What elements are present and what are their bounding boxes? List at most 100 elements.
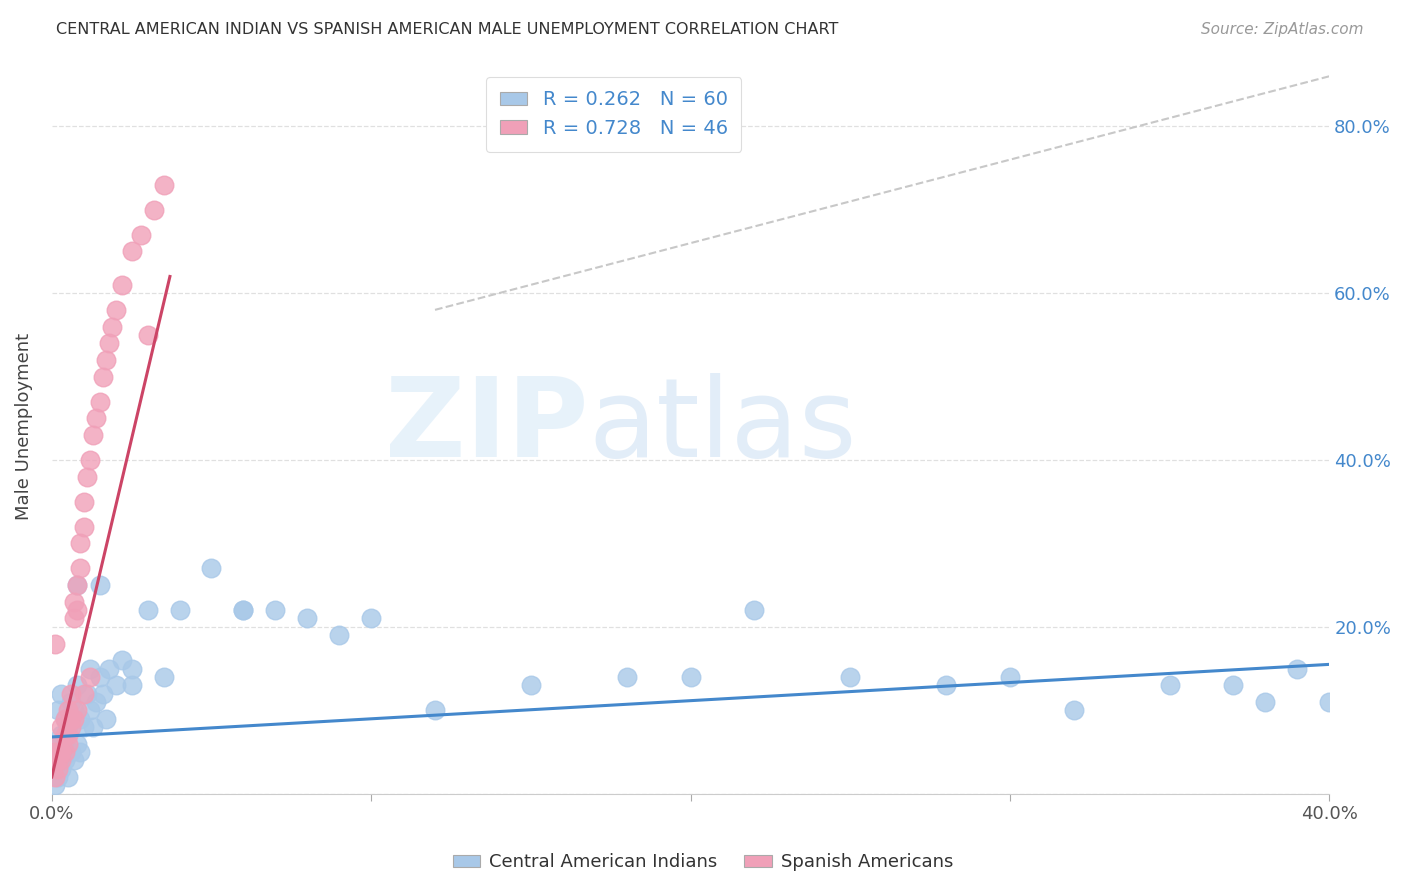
Point — [56, 728, 79, 742]
Point — [423, 703, 446, 717]
Text: CENTRAL AMERICAN INDIAN VS SPANISH AMERICAN MALE UNEMPLOYMENT CORRELATION CHART: CENTRAL AMERICAN INDIAN VS SPANISH AMERI… — [56, 22, 838, 37]
Point — [91, 687, 114, 701]
Point — [89, 670, 111, 684]
Point — [98, 661, 121, 675]
Point — [82, 428, 104, 442]
Text: Source: ZipAtlas.com: Source: ZipAtlas.com — [1201, 22, 1364, 37]
Point — [63, 703, 86, 717]
Point — [63, 611, 86, 625]
Point — [79, 703, 101, 717]
Point — [104, 678, 127, 692]
Point — [66, 703, 89, 717]
Point — [94, 712, 117, 726]
Point — [56, 720, 79, 734]
Point — [101, 319, 124, 334]
Point — [79, 661, 101, 675]
Point — [129, 227, 152, 242]
Point — [76, 469, 98, 483]
Point — [1063, 703, 1085, 717]
Point — [136, 327, 159, 342]
Point — [136, 603, 159, 617]
Point — [1317, 695, 1340, 709]
Text: ZIP: ZIP — [385, 373, 588, 480]
Point — [51, 753, 73, 767]
Point — [56, 737, 79, 751]
Point — [1254, 695, 1277, 709]
Point — [63, 753, 86, 767]
Point — [46, 703, 69, 717]
Point — [98, 336, 121, 351]
Point — [1286, 661, 1309, 675]
Point — [328, 628, 350, 642]
Point — [66, 603, 89, 617]
Point — [44, 745, 66, 759]
Point — [46, 770, 69, 784]
Point — [44, 778, 66, 792]
Point — [73, 720, 96, 734]
Point — [59, 687, 82, 701]
Point — [44, 770, 66, 784]
Point — [69, 712, 91, 726]
Point — [66, 578, 89, 592]
Point — [53, 712, 76, 726]
Point — [44, 636, 66, 650]
Point — [616, 670, 638, 684]
Point — [53, 712, 76, 726]
Point — [66, 578, 89, 592]
Point — [111, 653, 134, 667]
Point — [297, 611, 319, 625]
Point — [51, 720, 73, 734]
Y-axis label: Male Unemployment: Male Unemployment — [15, 333, 32, 520]
Legend: R = 0.262   N = 60, R = 0.728   N = 46: R = 0.262 N = 60, R = 0.728 N = 46 — [486, 77, 741, 152]
Point — [59, 745, 82, 759]
Point — [59, 712, 82, 726]
Point — [73, 687, 96, 701]
Point — [46, 737, 69, 751]
Point — [79, 453, 101, 467]
Point — [69, 561, 91, 575]
Point — [73, 520, 96, 534]
Point — [46, 762, 69, 776]
Point — [142, 202, 165, 217]
Point — [56, 770, 79, 784]
Point — [46, 737, 69, 751]
Legend: Central American Indians, Spanish Americans: Central American Indians, Spanish Americ… — [446, 847, 960, 879]
Point — [935, 678, 957, 692]
Point — [51, 687, 73, 701]
Point — [89, 578, 111, 592]
Point — [111, 277, 134, 292]
Point — [66, 737, 89, 751]
Point — [121, 244, 143, 259]
Point — [744, 603, 766, 617]
Point — [46, 753, 69, 767]
Point — [169, 603, 191, 617]
Point — [1222, 678, 1244, 692]
Point — [53, 728, 76, 742]
Point — [69, 745, 91, 759]
Point — [152, 178, 174, 192]
Point — [200, 561, 222, 575]
Point — [66, 678, 89, 692]
Point — [91, 369, 114, 384]
Point — [104, 302, 127, 317]
Point — [152, 670, 174, 684]
Point — [86, 411, 108, 425]
Point — [232, 603, 254, 617]
Point — [69, 536, 91, 550]
Point — [51, 762, 73, 776]
Point — [839, 670, 862, 684]
Point — [94, 352, 117, 367]
Point — [264, 603, 287, 617]
Point — [63, 595, 86, 609]
Point — [232, 603, 254, 617]
Point — [679, 670, 702, 684]
Point — [59, 695, 82, 709]
Point — [998, 670, 1021, 684]
Point — [73, 494, 96, 508]
Point — [1159, 678, 1181, 692]
Text: atlas: atlas — [588, 373, 856, 480]
Point — [56, 703, 79, 717]
Point — [86, 695, 108, 709]
Point — [51, 728, 73, 742]
Point — [121, 661, 143, 675]
